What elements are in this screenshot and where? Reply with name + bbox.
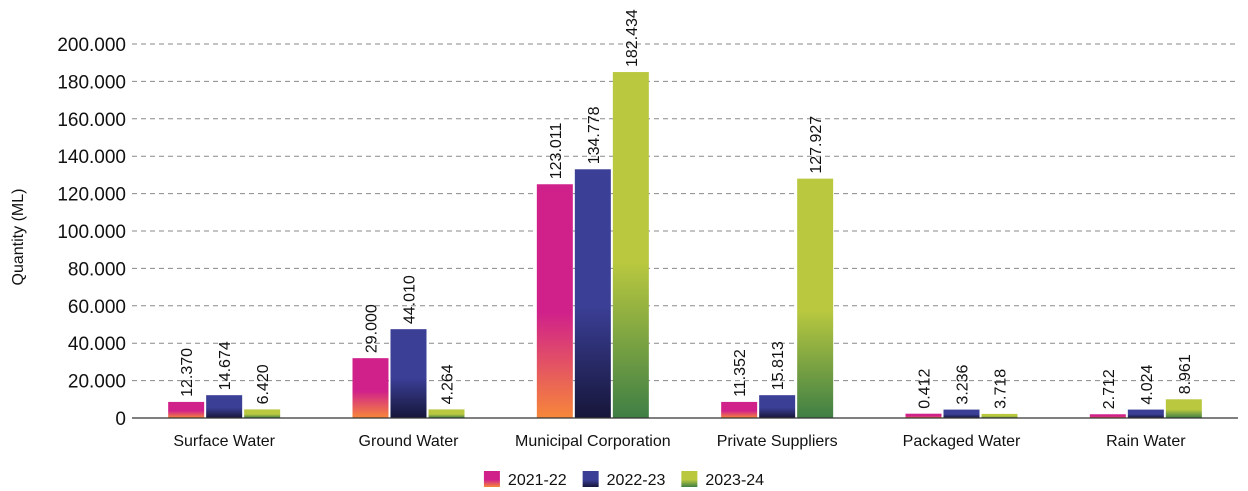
data-label: 2.712: [1101, 369, 1118, 409]
bar: [1089, 414, 1126, 418]
y-tick-label: 180.000: [57, 72, 126, 93]
data-label: 29.000: [364, 304, 381, 353]
data-label: 11.352: [732, 349, 749, 397]
data-label: 12.370: [179, 348, 196, 397]
legend-swatch: [483, 471, 500, 487]
y-tick-label: 40.000: [68, 334, 126, 355]
bar: [168, 401, 205, 418]
bar: [797, 178, 834, 418]
bar: [721, 401, 758, 418]
y-tick-label: 120.000: [57, 185, 126, 206]
bar: [244, 409, 281, 418]
bar: [943, 409, 980, 418]
bar: [759, 395, 796, 418]
bar: [428, 409, 465, 418]
legend-swatch: [681, 471, 698, 487]
y-tick-label: 60.000: [68, 297, 126, 318]
data-label: 8.961: [1177, 354, 1194, 394]
data-label: 3.718: [993, 369, 1010, 409]
y-tick-label: 200.000: [57, 35, 126, 56]
legend: 2021-22 2022-23 2023-24: [483, 471, 764, 489]
data-label: 0.412: [917, 369, 934, 409]
data-label: 4.024: [1139, 364, 1156, 404]
bar: [1165, 399, 1202, 418]
y-tick-label: 140.000: [57, 147, 126, 168]
data-label: 15.813: [770, 341, 787, 390]
bar: [905, 413, 942, 418]
legend-label: 2021-22: [508, 472, 567, 489]
data-label: 3.236: [955, 364, 972, 404]
legend-label: 2023-24: [705, 472, 764, 489]
y-tick-label: 160.000: [57, 110, 126, 131]
y-tick-label: 100.000: [57, 222, 126, 243]
legend-swatch: [582, 471, 599, 487]
bar: [981, 413, 1018, 418]
category-label: Private Suppliers: [717, 433, 838, 450]
data-labels: 12.370 14.674 6.420 29.000 44.010 4.264 123.01…: [179, 9, 1194, 409]
category-label: Packaged Water: [903, 433, 1021, 450]
category-label: Ground Water: [359, 433, 460, 450]
category-label: Surface Water: [173, 433, 275, 450]
bar: [574, 169, 611, 418]
legend-label: 2022-23: [607, 472, 666, 489]
data-label: 134.778: [586, 106, 603, 164]
bar: [206, 395, 243, 418]
data-label: 127.927: [808, 116, 825, 174]
bars: [168, 72, 1202, 419]
category-label: Rain Water: [1106, 433, 1186, 450]
y-tick-label: 0: [115, 409, 126, 430]
y-tick-label: 80.000: [68, 259, 126, 280]
data-label: 123.011: [548, 123, 565, 180]
bar: [612, 72, 649, 419]
data-label: 14.674: [217, 341, 234, 390]
bar: [536, 184, 573, 418]
data-label: 4.264: [440, 364, 457, 404]
y-axis-ticks: 0 20.000 40.000 60.000 80.000 100.000 120.000 1…: [57, 35, 126, 430]
bar: [1127, 409, 1164, 418]
y-axis-title: Quantity (ML): [10, 189, 27, 286]
category-label: Municipal Corporation: [515, 433, 671, 450]
data-label: 182.434: [624, 9, 641, 67]
bar: [352, 358, 389, 418]
gridlines: [132, 43, 1238, 382]
data-label: 44.010: [402, 275, 419, 324]
y-tick-label: 20.000: [68, 372, 126, 393]
data-label: 6.420: [255, 364, 272, 404]
bar: [390, 329, 427, 418]
x-axis-categories: Surface Water Ground Water Municipal Corpo…: [173, 433, 1186, 450]
